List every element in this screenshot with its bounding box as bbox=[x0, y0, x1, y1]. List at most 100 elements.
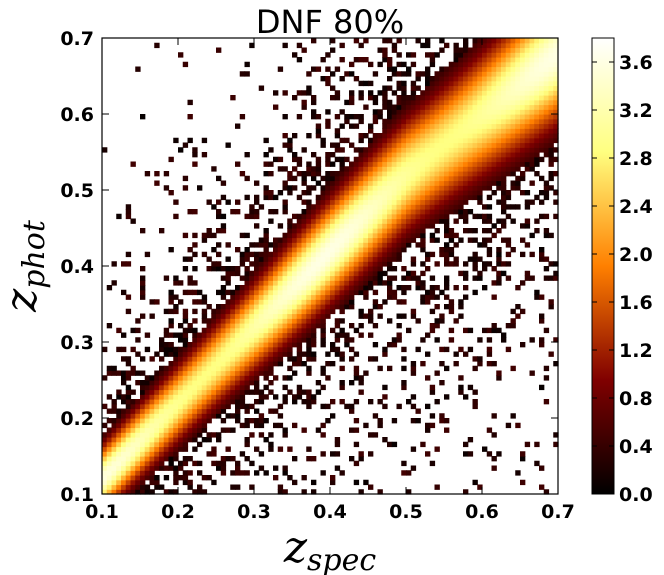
heatmap-cell bbox=[244, 327, 250, 334]
heatmap-cell bbox=[482, 109, 488, 115]
heatmap-cell bbox=[296, 304, 303, 310]
heatmap-cell bbox=[130, 451, 136, 457]
heatmap-cell bbox=[168, 365, 174, 372]
heatmap-cell bbox=[140, 275, 146, 281]
heatmap-cell bbox=[358, 180, 364, 186]
heatmap-cell bbox=[524, 42, 531, 49]
heatmap-cell bbox=[520, 171, 526, 177]
heatmap-cell bbox=[159, 370, 165, 376]
heatmap-cell bbox=[358, 375, 364, 381]
heatmap-cell bbox=[192, 232, 198, 239]
heatmap-cell bbox=[106, 285, 113, 291]
heatmap-cell bbox=[515, 38, 521, 44]
heatmap-cell bbox=[325, 171, 331, 177]
heatmap-cell bbox=[358, 90, 364, 96]
heatmap-cell bbox=[230, 294, 236, 300]
heatmap-cell bbox=[254, 180, 260, 186]
heatmap-cell bbox=[263, 190, 269, 196]
heatmap-cell bbox=[496, 147, 502, 153]
heatmap-cell bbox=[396, 104, 402, 110]
heatmap-cell bbox=[306, 185, 312, 191]
heatmap-cell bbox=[543, 142, 550, 148]
heatmap-cell bbox=[401, 218, 407, 224]
heatmap-cell bbox=[482, 185, 488, 191]
heatmap-cell bbox=[420, 133, 426, 139]
heatmap-cell bbox=[154, 465, 160, 471]
heatmap-cell bbox=[263, 299, 269, 305]
heatmap-cell bbox=[406, 161, 412, 167]
heatmap-cell bbox=[524, 38, 531, 44]
heatmap-cell bbox=[235, 375, 241, 381]
heatmap-cell bbox=[287, 323, 293, 329]
heatmap-cell bbox=[182, 470, 189, 476]
heatmap-cell bbox=[211, 394, 217, 400]
heatmap-cell bbox=[368, 190, 374, 196]
heatmap-cell bbox=[524, 95, 531, 101]
heatmap-cell bbox=[315, 427, 322, 433]
heatmap-cell bbox=[472, 109, 478, 115]
heatmap-cell bbox=[434, 337, 440, 343]
heatmap-cell bbox=[325, 242, 331, 248]
heatmap-cell bbox=[216, 403, 222, 410]
heatmap-cell bbox=[197, 489, 203, 495]
heatmap-cell bbox=[486, 261, 493, 267]
heatmap-cell bbox=[410, 152, 417, 158]
heatmap-cell bbox=[163, 432, 170, 438]
heatmap-cell bbox=[539, 95, 545, 101]
heatmap-cell bbox=[458, 61, 464, 68]
heatmap-cell bbox=[363, 232, 369, 239]
heatmap-cell bbox=[434, 85, 440, 91]
heatmap-cell bbox=[353, 123, 360, 129]
heatmap-cell bbox=[192, 280, 198, 286]
heatmap-cell bbox=[187, 370, 193, 376]
y-axis-label-sub: phot bbox=[17, 219, 52, 289]
x-tick-label: 0.7 bbox=[541, 501, 575, 523]
heatmap-cell bbox=[539, 76, 545, 82]
heatmap-cell bbox=[330, 285, 336, 291]
heatmap-cell bbox=[121, 261, 127, 267]
heatmap-cell bbox=[125, 460, 132, 467]
heatmap-cell bbox=[268, 270, 274, 277]
heatmap-cell bbox=[387, 156, 393, 163]
heatmap-cell bbox=[173, 332, 179, 338]
heatmap-cell bbox=[121, 460, 127, 467]
heatmap-cell bbox=[116, 413, 122, 419]
heatmap-cell bbox=[387, 180, 393, 186]
heatmap-cell bbox=[263, 384, 269, 391]
heatmap-cell bbox=[149, 437, 155, 443]
heatmap-cell bbox=[315, 318, 322, 324]
heatmap-cell bbox=[477, 256, 483, 262]
heatmap-cell bbox=[539, 109, 545, 115]
heatmap-cell bbox=[125, 432, 132, 438]
heatmap-cell bbox=[334, 209, 341, 215]
heatmap-cell bbox=[306, 313, 312, 319]
heatmap-cell bbox=[543, 194, 550, 201]
heatmap-cell bbox=[334, 256, 341, 262]
heatmap-cell bbox=[173, 446, 179, 452]
heatmap-cell bbox=[192, 351, 198, 357]
heatmap-cell bbox=[325, 204, 331, 210]
heatmap-cell bbox=[548, 104, 554, 110]
heatmap-cell bbox=[425, 161, 431, 167]
heatmap-cell bbox=[220, 213, 227, 220]
heatmap-cell bbox=[296, 270, 303, 277]
heatmap-cell bbox=[268, 190, 274, 196]
heatmap-cell bbox=[121, 370, 127, 376]
heatmap-cell bbox=[292, 156, 298, 163]
heatmap-cell bbox=[434, 156, 440, 163]
heatmap-cell bbox=[543, 47, 550, 53]
heatmap-cell bbox=[382, 299, 388, 305]
heatmap-cell bbox=[330, 218, 336, 224]
heatmap-cell bbox=[349, 456, 355, 462]
heatmap-cell bbox=[273, 475, 279, 481]
heatmap-cell bbox=[211, 247, 217, 253]
heatmap-cell bbox=[415, 213, 421, 220]
heatmap-cell bbox=[154, 475, 160, 481]
heatmap-cell bbox=[249, 337, 255, 343]
heatmap-cell bbox=[534, 66, 540, 72]
heatmap-cell bbox=[168, 289, 174, 296]
heatmap-cell bbox=[349, 99, 355, 106]
heatmap-cell bbox=[505, 161, 512, 167]
heatmap-cell bbox=[235, 199, 241, 205]
heatmap-cell bbox=[368, 213, 374, 220]
